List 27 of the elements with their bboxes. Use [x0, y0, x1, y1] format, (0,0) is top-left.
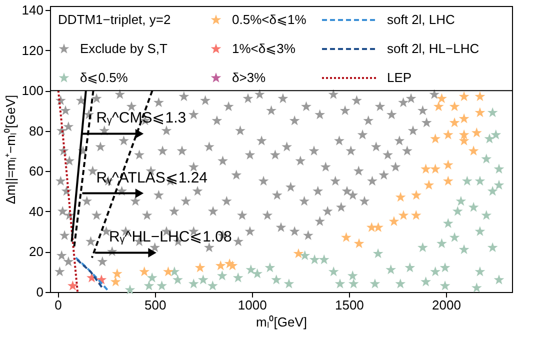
legend-label: soft 2l, HL−LHC [387, 41, 480, 56]
x-tick-label: 1000 [238, 298, 267, 312]
x-tick-label: 500 [144, 298, 166, 312]
x-axis-title: mₗ⁰[GeV] [256, 314, 308, 330]
legend-title: DDTM1−triplet, y=2 [58, 12, 171, 27]
x-tick-label: 2000 [432, 298, 461, 312]
legend-label: 1%<δ⩽3% [232, 41, 296, 56]
annotation: Rᵧ^ATLAS⩽1.24 [96, 169, 208, 186]
legend-label: δ⩽0.5% [80, 70, 128, 85]
legend-label: 0.5%<δ⩽1% [232, 12, 307, 27]
y-tick-label: 40 [29, 204, 44, 219]
y-tick-label: 120 [22, 42, 44, 58]
legend-label: soft 2l, LHC [387, 12, 455, 27]
legend-label: LEP [387, 70, 412, 85]
y-tick-label: 20 [29, 244, 44, 260]
x-tick-label: 0 [54, 298, 62, 312]
y-tick-label: 0 [36, 284, 44, 300]
legend-label: Exclude by S,T [80, 41, 168, 56]
y-tick-label: 140 [22, 2, 44, 18]
y-tick-label: 60 [29, 164, 44, 179]
y-tick-label: 80 [29, 123, 44, 138]
y-axis-title: Δm||=mₗ⁺−mₗ⁰[GeV] [2, 94, 18, 204]
y-tick-label: 100 [22, 83, 44, 98]
annotation: Rᵧ^HL−LHC⩽1.08 [109, 228, 232, 246]
x-tick-label: 1500 [334, 298, 364, 312]
annotation: Rᵧ^CMS⩽1.3 [96, 110, 186, 127]
legend-label: δ>3% [232, 70, 266, 85]
